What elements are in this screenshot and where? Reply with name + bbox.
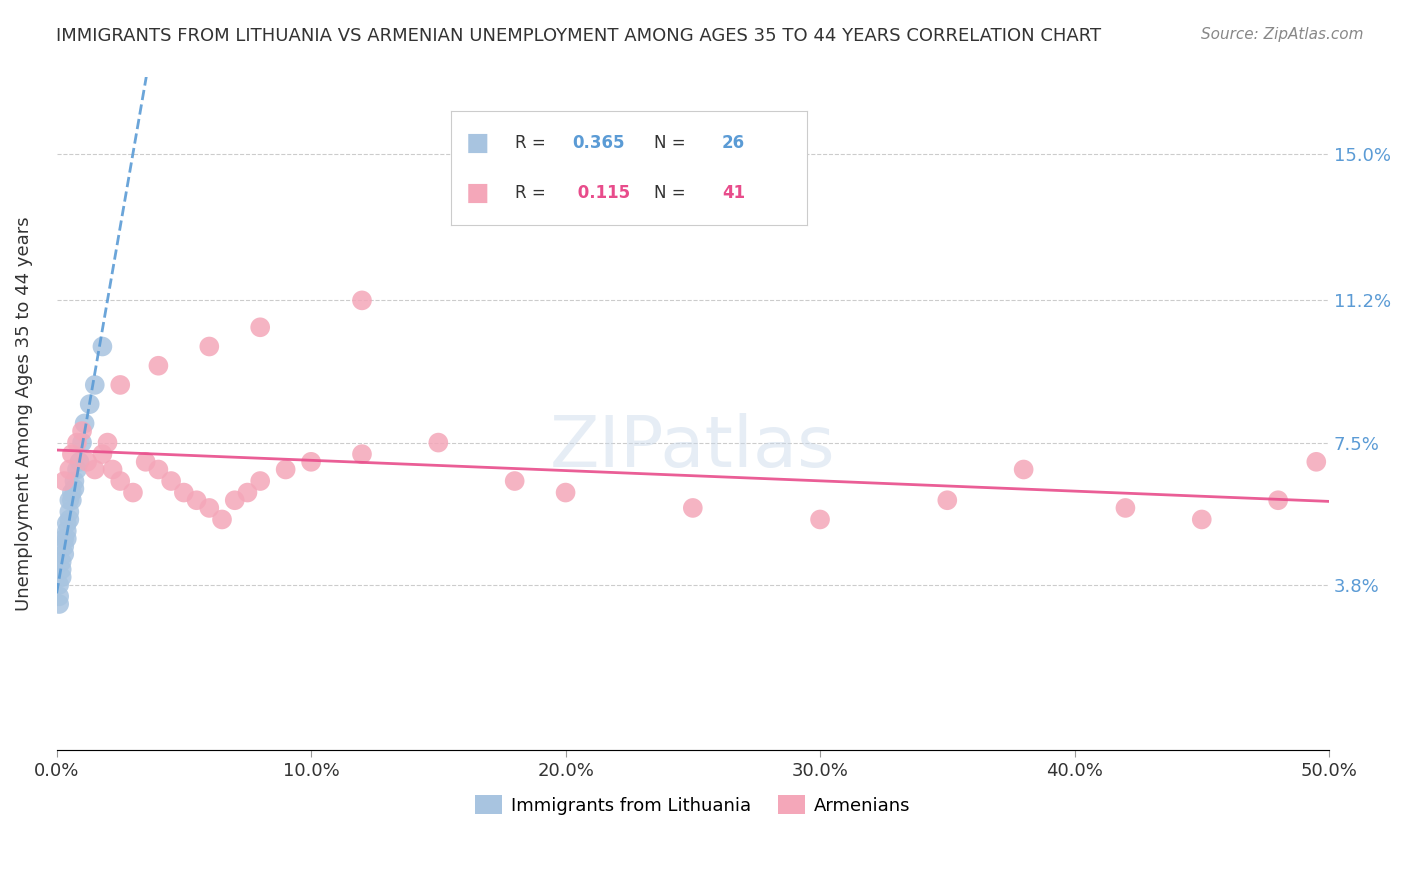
Point [58,462,80,476]
Point [148,462,170,476]
Point [83,378,105,392]
Point [554,485,576,500]
Point [299,455,322,469]
Point [91,447,114,461]
Point [60,485,83,500]
Point [53,474,76,488]
Point [135,455,157,469]
Point [96,435,118,450]
Point [110,378,132,392]
Point [58,493,80,508]
Point [186,493,208,508]
Point [350,293,373,308]
Point [48,590,70,604]
Text: IMMIGRANTS FROM LITHUANIA VS ARMENIAN UNEMPLOYMENT AMONG AGES 35 TO 44 YEARS COR: IMMIGRANTS FROM LITHUANIA VS ARMENIAN UN… [56,27,1101,45]
Point [249,320,271,334]
Text: ZIPatlas: ZIPatlas [550,413,835,482]
Point [350,447,373,461]
Point [1012,462,1035,476]
Point [101,462,124,476]
Point [1191,512,1213,526]
Point [48,597,70,611]
Point [236,485,259,500]
Point [198,339,221,353]
Point [63,482,86,496]
Point [427,435,450,450]
Point [58,505,80,519]
Point [160,474,183,488]
Point [224,493,246,508]
Point [936,493,959,508]
Point [249,474,271,488]
Point [122,485,145,500]
Point [211,512,233,526]
Point [70,435,93,450]
Point [56,516,79,531]
Point [51,562,73,576]
Point [51,555,73,569]
Point [83,462,105,476]
Point [58,512,80,526]
Point [1305,455,1327,469]
Point [76,455,98,469]
Point [79,397,101,411]
Point [682,500,704,515]
Text: Source: ZipAtlas.com: Source: ZipAtlas.com [1201,27,1364,42]
Point [1114,500,1136,515]
Y-axis label: Unemployment Among Ages 35 to 44 years: Unemployment Among Ages 35 to 44 years [15,217,32,611]
Point [51,570,73,584]
Point [53,540,76,554]
Point [70,424,93,438]
Legend: Immigrants from Lithuania, Armenians: Immigrants from Lithuania, Armenians [468,788,918,822]
Point [274,462,297,476]
Point [56,532,79,546]
Point [53,532,76,546]
Point [69,455,91,469]
Point [73,417,96,431]
Point [148,359,170,373]
Point [91,339,114,353]
Point [198,500,221,515]
Point [808,512,831,526]
Point [63,474,86,488]
Point [173,485,195,500]
Point [1267,493,1289,508]
Point [66,435,89,450]
Point [66,462,89,476]
Point [503,474,526,488]
Point [56,524,79,538]
Point [48,578,70,592]
Point [110,474,132,488]
Point [60,447,83,461]
Point [53,547,76,561]
Point [60,493,83,508]
